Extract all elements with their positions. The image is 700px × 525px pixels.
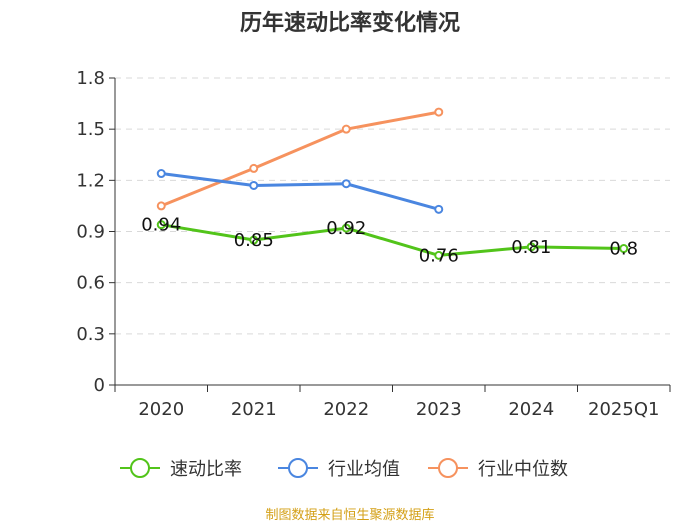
series-point xyxy=(341,124,351,134)
x-tick-label: 2024 xyxy=(508,399,554,420)
y-tick-label: 1.5 xyxy=(76,119,105,140)
series-point xyxy=(341,223,351,233)
data-label: 0.85 xyxy=(234,230,274,251)
x-tick-label: 2023 xyxy=(416,399,462,420)
series-point xyxy=(619,244,629,254)
x-tick-label: 2022 xyxy=(323,399,369,420)
series-point xyxy=(156,169,166,179)
data-label: 0.76 xyxy=(419,245,459,266)
series-point xyxy=(341,179,351,189)
series-point xyxy=(249,235,259,245)
series-point xyxy=(156,220,166,230)
data-label: 0.81 xyxy=(511,237,551,258)
legend-item: 行业中位数 xyxy=(428,458,568,480)
x-tick-label: 2021 xyxy=(231,399,277,420)
data-label: 0.8 xyxy=(609,239,638,260)
y-tick-label: 0.9 xyxy=(76,222,105,243)
data-labels: 0.94 0.85 0.92 0.76 0.81 0.8 xyxy=(141,215,638,267)
legend-label: 行业均值 xyxy=(328,459,400,480)
data-label: 0.92 xyxy=(326,218,366,239)
source-note: 制图数据来自恒生聚源数据库 xyxy=(265,507,434,523)
grid-lines xyxy=(115,77,670,335)
series-point xyxy=(249,180,259,190)
legend-swatch-marker xyxy=(130,458,150,478)
series-point xyxy=(434,204,444,214)
y-tick-label: 0.3 xyxy=(76,324,105,345)
chart-title: 历年速动比率变化情况 xyxy=(240,10,460,36)
x-tick-label: 2020 xyxy=(138,399,184,420)
legend-swatch-marker xyxy=(438,458,458,478)
legend-item: 行业均值 xyxy=(278,458,400,480)
y-tick-label: 0 xyxy=(94,375,105,396)
series-line xyxy=(161,172,440,211)
legend-swatch-marker xyxy=(288,458,308,478)
data-label: 0.94 xyxy=(141,215,181,236)
legend-label: 速动比率 xyxy=(170,459,242,480)
y-tick-label: 0.6 xyxy=(76,273,105,294)
series-point xyxy=(434,250,444,260)
legend-item: 速动比率 xyxy=(120,458,242,480)
x-tick-label: 2025Q1 xyxy=(588,399,659,420)
legend: 速动比率 行业均值 行业中位数 xyxy=(120,458,568,480)
y-tick-label: 1.2 xyxy=(76,170,105,191)
series-point xyxy=(249,163,259,173)
legend-label: 行业中位数 xyxy=(478,459,568,480)
series-line xyxy=(161,223,624,257)
series-point xyxy=(434,107,444,117)
y-tick-label: 1.8 xyxy=(76,68,105,89)
series-point xyxy=(526,242,536,252)
axes: 0 0.3 0.6 0.9 1.2 1.5 1.8 2020 2021 2022 2023 2024 2… xyxy=(76,68,671,420)
series-line xyxy=(160,110,440,208)
series-layer xyxy=(156,107,629,260)
series-point xyxy=(156,201,166,211)
